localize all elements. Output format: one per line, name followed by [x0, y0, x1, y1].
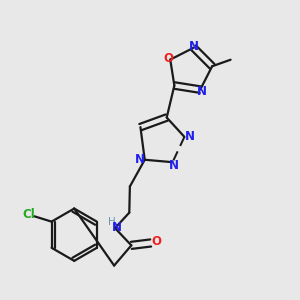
Text: O: O: [152, 235, 162, 248]
Text: O: O: [164, 52, 174, 64]
Text: N: N: [134, 153, 144, 166]
Text: N: N: [185, 130, 195, 143]
Text: H: H: [108, 217, 116, 226]
Text: N: N: [197, 85, 207, 98]
Text: N: N: [112, 221, 122, 234]
Text: N: N: [169, 159, 179, 172]
Text: Cl: Cl: [22, 208, 35, 221]
Text: N: N: [189, 40, 199, 53]
